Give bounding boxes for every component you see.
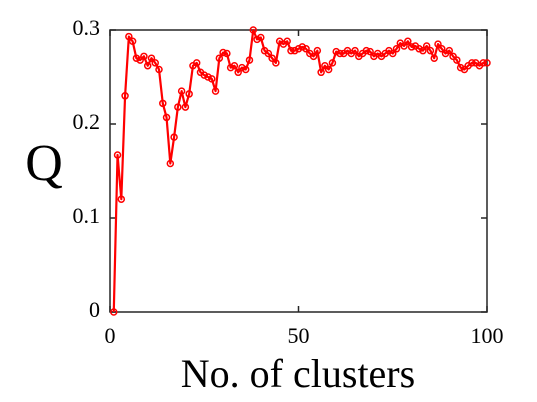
data-point (313, 46, 322, 55)
x-axis-label: No. of clusters (181, 351, 415, 396)
x-tick-label: 0 (105, 323, 116, 348)
data-point (245, 56, 254, 64)
data-point (404, 37, 412, 46)
data-point (287, 46, 295, 55)
x-tick-label: 50 (288, 323, 310, 348)
data-point (272, 59, 280, 67)
data-point (113, 151, 122, 159)
data-point (317, 68, 325, 77)
data-point (230, 61, 239, 70)
data-point (253, 35, 261, 44)
data-point (389, 49, 397, 58)
data-point (249, 26, 258, 34)
data-point (468, 59, 476, 67)
data-point (445, 46, 454, 55)
data-point (155, 65, 163, 74)
data-point (238, 63, 246, 72)
data-point (125, 32, 133, 41)
data-point (170, 133, 178, 141)
data-point (438, 45, 446, 53)
data-point (430, 54, 438, 62)
data-point (449, 52, 457, 61)
data-point (177, 87, 186, 95)
data-point (264, 49, 273, 58)
data-point (351, 46, 359, 55)
data-point (298, 43, 307, 51)
data-point (181, 103, 190, 111)
data-point (366, 47, 374, 56)
data-point (185, 90, 193, 98)
data-point (140, 52, 148, 61)
data-point (400, 42, 408, 50)
data-point (268, 54, 276, 62)
y-tick-label: 0.3 (73, 15, 101, 40)
data-point (121, 92, 129, 100)
data-point (192, 59, 201, 67)
data-point (321, 61, 329, 70)
data-point (219, 48, 227, 57)
data-point (162, 113, 171, 122)
data-point (422, 42, 431, 50)
data-point (204, 73, 212, 81)
data-point (302, 45, 310, 53)
data-point (362, 46, 371, 55)
data-point (200, 71, 208, 79)
data-point (166, 159, 175, 168)
data-point (453, 56, 461, 64)
data-point (328, 59, 337, 67)
data-point (392, 45, 401, 53)
data-point (456, 63, 465, 72)
data-point (460, 65, 469, 74)
data-point (234, 68, 242, 77)
data-point (479, 59, 487, 67)
data-point (223, 49, 231, 58)
data-point (290, 46, 299, 55)
data-point (419, 46, 427, 55)
y-tick-label: 0.1 (73, 203, 101, 228)
data-point (132, 54, 141, 62)
data-point (332, 47, 340, 56)
data-point (426, 46, 435, 55)
data-point (208, 75, 216, 83)
data-point (241, 65, 250, 74)
data-point (128, 37, 137, 46)
data-point (309, 52, 318, 61)
x-tick-label: 100 (471, 323, 504, 348)
data-point (294, 45, 303, 53)
data-point (174, 103, 182, 111)
data-point (147, 54, 156, 62)
data-point (336, 49, 344, 58)
data-point (159, 99, 167, 108)
data-point (257, 33, 265, 42)
data-point (483, 59, 491, 67)
data-point (324, 65, 333, 74)
data-point (151, 59, 159, 67)
data-point (110, 308, 118, 316)
data-point (226, 63, 235, 72)
data-point (415, 45, 423, 53)
data-point (143, 61, 152, 70)
y-tick-label: 0.2 (73, 109, 101, 134)
data-point (283, 37, 291, 46)
data-point (211, 87, 220, 95)
data-point (434, 40, 442, 48)
y-axis-label: Q (25, 135, 63, 192)
data-point (117, 195, 126, 203)
data-point (407, 43, 416, 51)
y-tick-label: 0 (89, 297, 100, 322)
data-point (136, 56, 144, 64)
data-point (215, 54, 224, 62)
